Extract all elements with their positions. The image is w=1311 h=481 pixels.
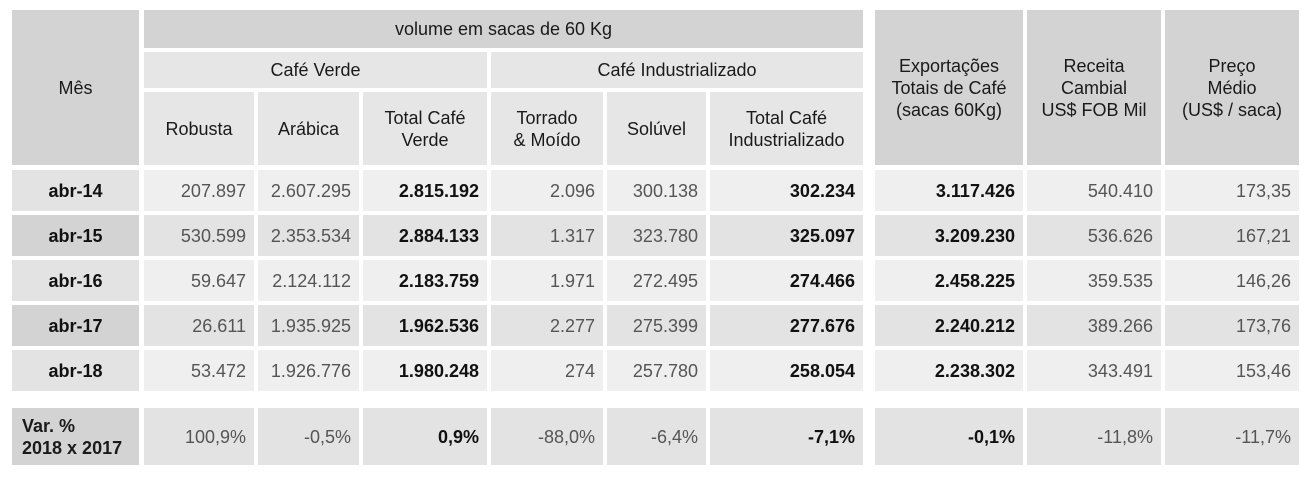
header-preco-line3: (US$ / saca) — [1181, 99, 1283, 120]
cell-torrado: 2.277 — [491, 305, 603, 346]
cell-robusta: 26.611 — [144, 305, 254, 346]
cell-torrado: 1.971 — [491, 260, 603, 301]
row-month: abr-14 — [12, 170, 139, 211]
header-total-verde-line2: Verde — [401, 129, 449, 150]
header-volume-label: volume em sacas de 60 Kg — [394, 19, 613, 39]
header-preco-line2: Médio — [1207, 77, 1257, 98]
header-exportacoes: Exportações Totais de Café (sacas 60Kg) — [875, 10, 1023, 165]
header-cafe-industrializado: Café Industrializado — [491, 52, 863, 88]
cell-export: 2.240.212 — [875, 305, 1023, 346]
cell-arabica: 2.607.295 — [258, 170, 359, 211]
cell-total-verde: 2.183.759 — [363, 260, 487, 301]
header-receita-line3: US$ FOB Mil — [1041, 99, 1147, 120]
cell-export: 3.117.426 — [875, 170, 1023, 211]
header-torrado-line1: Torrado — [516, 107, 578, 128]
cell-preco: 173,76 — [1165, 305, 1299, 346]
cell-robusta: 207.897 — [144, 170, 254, 211]
header-robusta-label: Robusta — [165, 118, 233, 139]
header-cafe-verde: Café Verde — [144, 52, 487, 88]
header-preco-line1: Preço — [1208, 55, 1256, 76]
variation-total-ind: -7,1% — [710, 408, 863, 465]
cell-preco: 173,35 — [1165, 170, 1299, 211]
cell-torrado: 274 — [491, 350, 603, 391]
header-soluvel-label: Solúvel — [626, 118, 687, 139]
cell-total-ind: 325.097 — [710, 215, 863, 256]
cell-soluvel: 257.780 — [607, 350, 706, 391]
header-soluvel: Solúvel — [607, 92, 706, 165]
cell-total-ind: 302.234 — [710, 170, 863, 211]
header-exportacoes-line3: (sacas 60Kg) — [895, 99, 1003, 120]
cell-torrado: 2.096 — [491, 170, 603, 211]
cell-soluvel: 323.780 — [607, 215, 706, 256]
header-arabica: Arábica — [258, 92, 359, 165]
header-receita-line2: Cambial — [1060, 77, 1128, 98]
variation-receita: -11,8% — [1027, 408, 1161, 465]
cell-total-ind: 258.054 — [710, 350, 863, 391]
cell-preco: 153,46 — [1165, 350, 1299, 391]
cell-torrado: 1.317 — [491, 215, 603, 256]
row-month: abr-18 — [12, 350, 139, 391]
row-month: abr-16 — [12, 260, 139, 301]
cell-total-ind: 277.676 — [710, 305, 863, 346]
cell-receita: 540.410 — [1027, 170, 1161, 211]
cell-soluvel: 300.138 — [607, 170, 706, 211]
header-total-ind-line1: Total Café — [745, 107, 828, 128]
variation-robusta: 100,9% — [144, 408, 254, 465]
header-total-ind: Total Café Industrializado — [710, 92, 863, 165]
header-mes: Mês — [12, 10, 139, 165]
cell-export: 2.458.225 — [875, 260, 1023, 301]
cell-arabica: 2.353.534 — [258, 215, 359, 256]
cell-robusta: 53.472 — [144, 350, 254, 391]
variation-torrado: -88,0% — [491, 408, 603, 465]
row-month: abr-15 — [12, 215, 139, 256]
cell-robusta: 59.647 — [144, 260, 254, 301]
variation-export: -0,1% — [875, 408, 1023, 465]
variation-label-line1: Var. % — [22, 415, 76, 436]
cell-arabica: 2.124.112 — [258, 260, 359, 301]
header-preco: Preço Médio (US$ / saca) — [1165, 10, 1299, 165]
cell-preco: 167,21 — [1165, 215, 1299, 256]
header-torrado-line2: & Moído — [513, 129, 581, 150]
variation-total-verde: 0,9% — [363, 408, 487, 465]
header-torrado: Torrado & Moído — [491, 92, 603, 165]
cell-preco: 146,26 — [1165, 260, 1299, 301]
header-receita: Receita Cambial US$ FOB Mil — [1027, 10, 1161, 165]
header-total-verde-line1: Total Café — [384, 107, 466, 128]
header-receita-line1: Receita — [1063, 55, 1125, 76]
cell-arabica: 1.926.776 — [258, 350, 359, 391]
cell-receita: 536.626 — [1027, 215, 1161, 256]
cell-receita: 389.266 — [1027, 305, 1161, 346]
cell-receita: 359.535 — [1027, 260, 1161, 301]
cell-soluvel: 272.495 — [607, 260, 706, 301]
header-total-verde: Total Café Verde — [363, 92, 487, 165]
header-exportacoes-line1: Exportações — [898, 55, 1000, 76]
header-volume: volume em sacas de 60 Kg — [144, 10, 863, 48]
cell-robusta: 530.599 — [144, 215, 254, 256]
variation-preco: -11,7% — [1165, 408, 1299, 465]
cell-total-verde: 1.980.248 — [363, 350, 487, 391]
cell-export: 3.209.230 — [875, 215, 1023, 256]
header-cafe-industrializado-label: Café Industrializado — [597, 60, 757, 80]
cell-total-verde: 2.884.133 — [363, 215, 487, 256]
cell-receita: 343.491 — [1027, 350, 1161, 391]
header-mes-label: Mês — [58, 77, 93, 98]
cell-arabica: 1.935.925 — [258, 305, 359, 346]
header-robusta: Robusta — [144, 92, 254, 165]
cell-total-verde: 1.962.536 — [363, 305, 487, 346]
header-arabica-label: Arábica — [277, 118, 340, 139]
header-total-ind-line2: Industrializado — [728, 129, 845, 150]
row-month: abr-17 — [12, 305, 139, 346]
variation-label-line2: 2018 x 2017 — [22, 437, 123, 458]
variation-label: Var. % 2018 x 2017 — [12, 408, 139, 465]
header-exportacoes-line2: Totais de Café — [891, 77, 1007, 98]
cell-total-verde: 2.815.192 — [363, 170, 487, 211]
cell-export: 2.238.302 — [875, 350, 1023, 391]
cell-soluvel: 275.399 — [607, 305, 706, 346]
header-cafe-verde-label: Café Verde — [270, 60, 361, 80]
variation-soluvel: -6,4% — [607, 408, 706, 465]
variation-arabica: -0,5% — [258, 408, 359, 465]
cell-total-ind: 274.466 — [710, 260, 863, 301]
